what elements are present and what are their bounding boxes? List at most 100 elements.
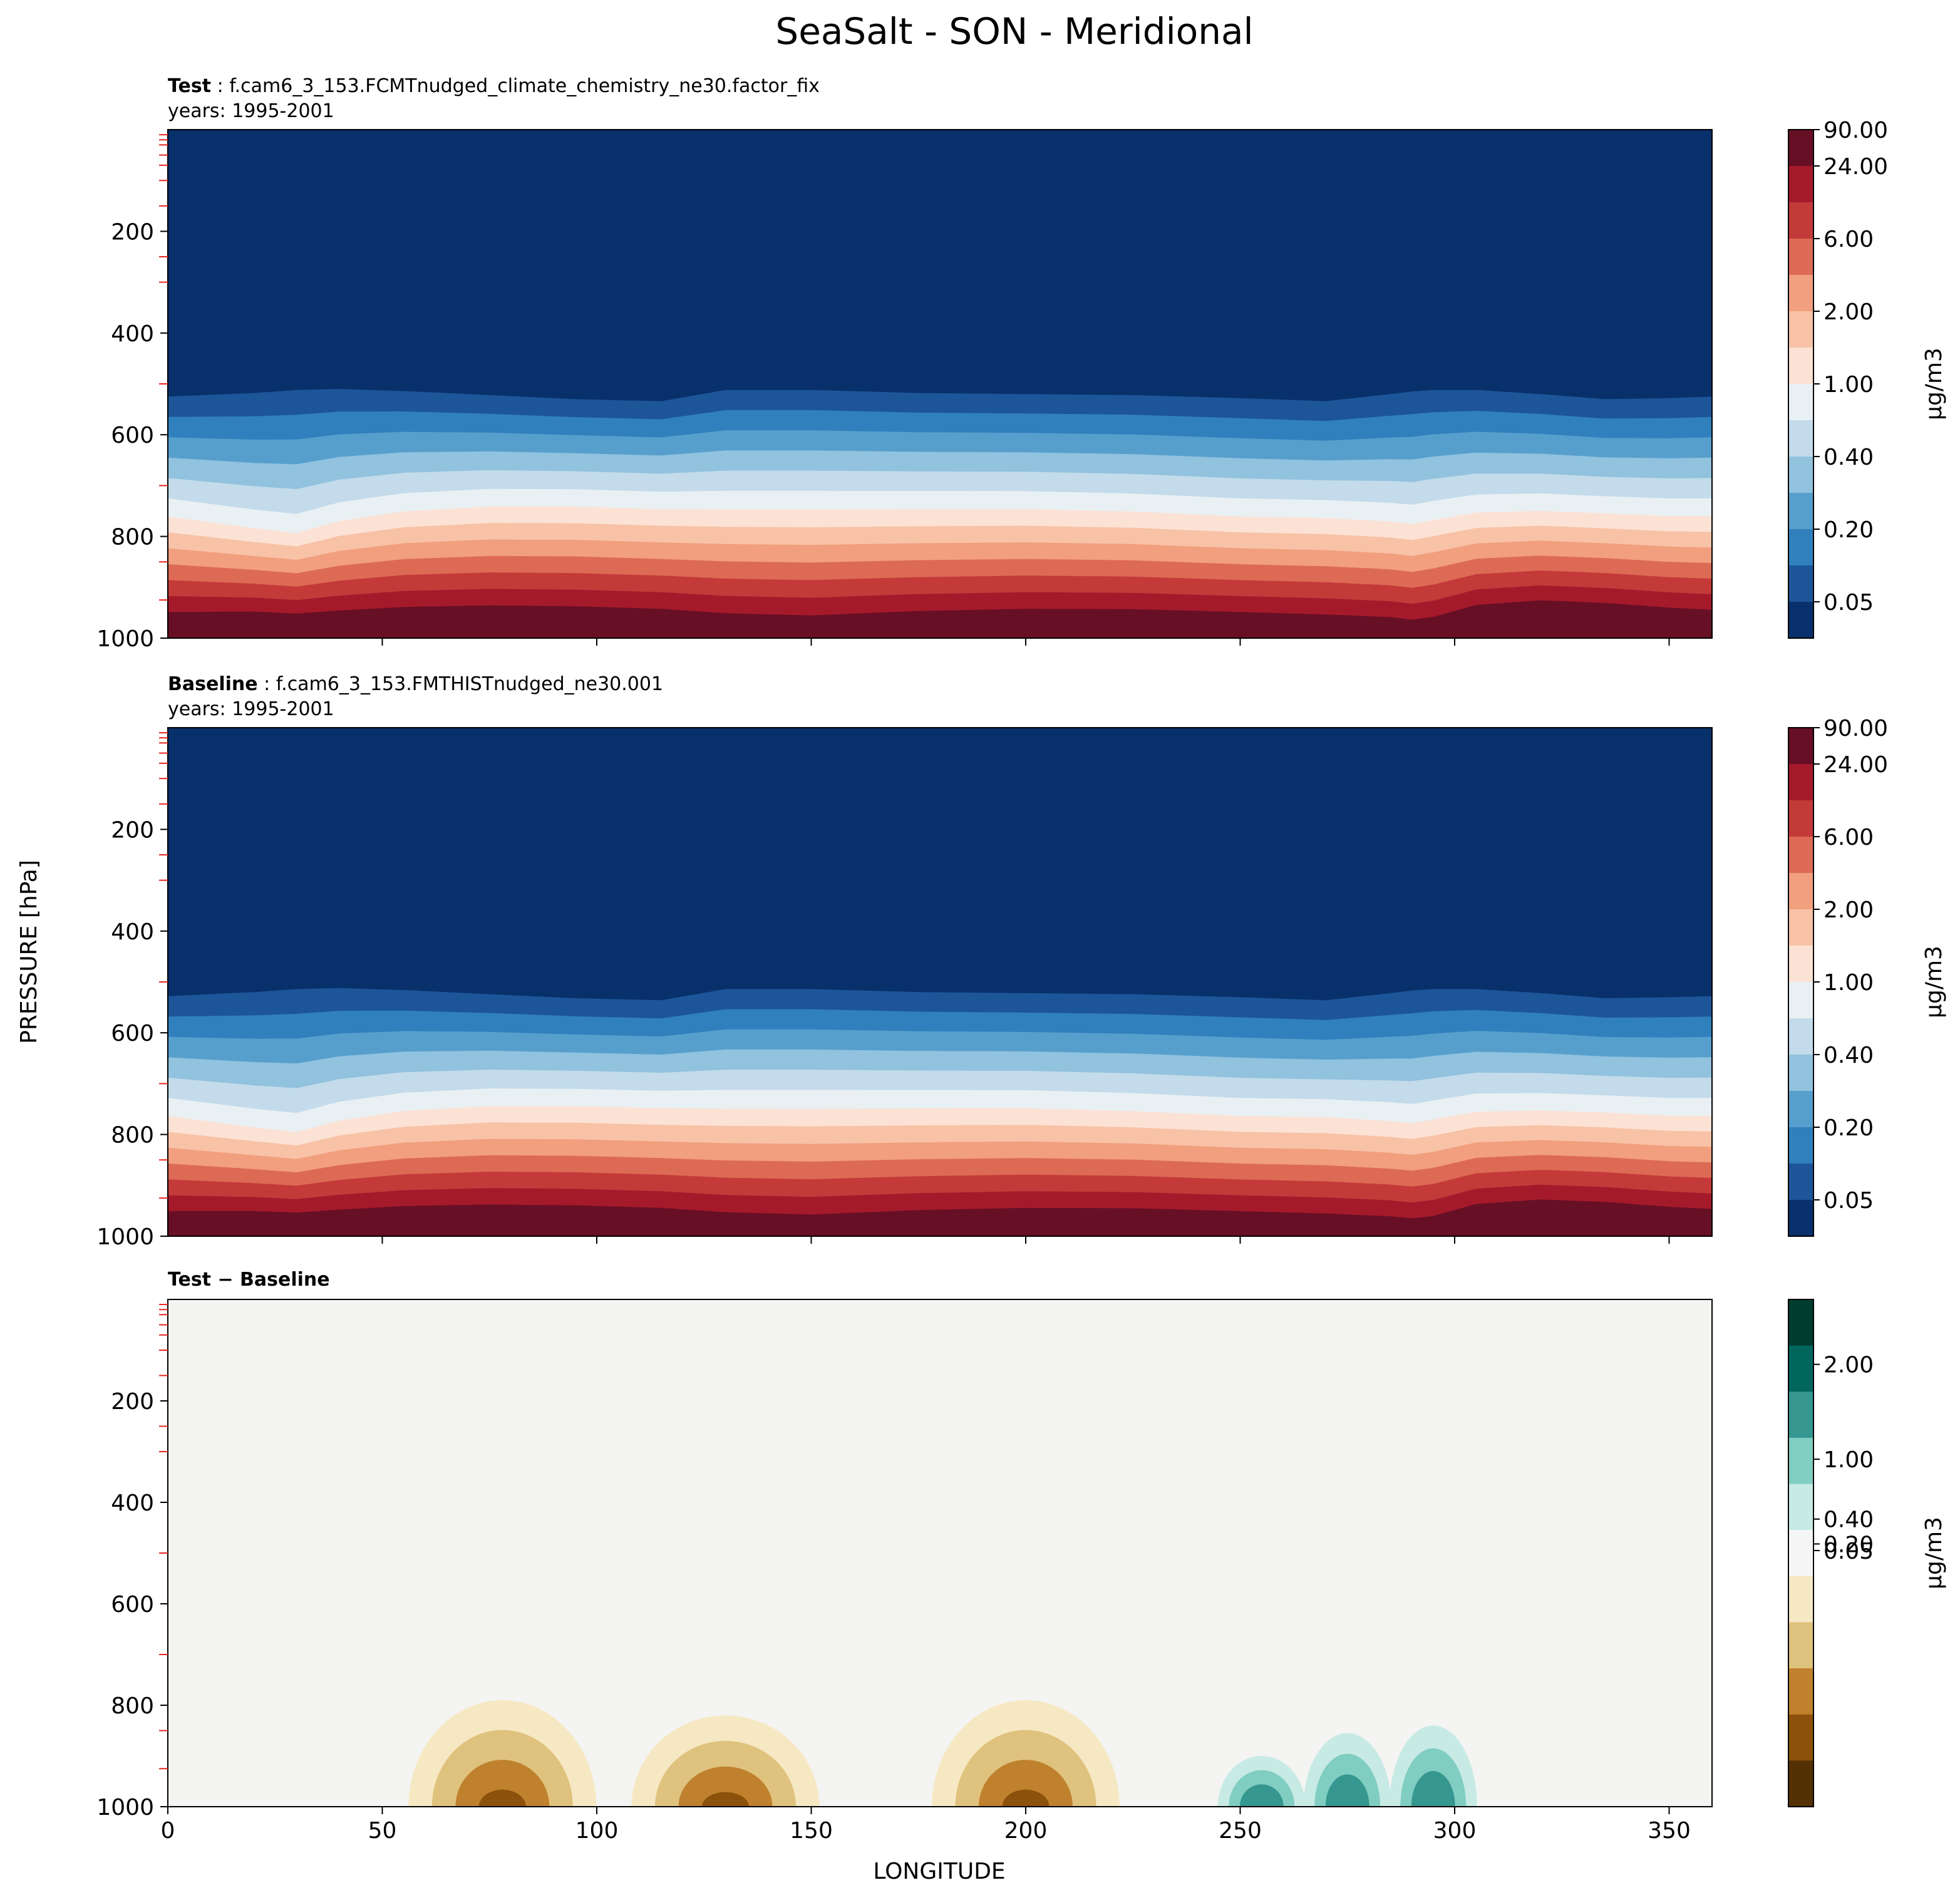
- colorbar-segment: [1788, 1018, 1813, 1055]
- colorbar-segment: [1788, 909, 1813, 946]
- colorbar-segment: [1788, 1345, 1813, 1392]
- diff-blob-1-3: [702, 1792, 749, 1807]
- colorbar-tick-label: 0.40: [1823, 1043, 1874, 1068]
- colorbar-segment: [1788, 982, 1813, 1019]
- diff-blob-2-2: [979, 1760, 1073, 1807]
- colorbar-tick-label: 24.00: [1823, 154, 1888, 180]
- panel-title-bold: Baseline: [168, 673, 258, 695]
- colorbar-segment: [1788, 529, 1813, 566]
- contour-band-13: [168, 600, 1712, 638]
- y-tick-label: 400: [111, 321, 154, 347]
- x-tick-label: 50: [368, 1818, 397, 1844]
- diff-blob-0-2: [455, 1760, 550, 1807]
- plot-area-test: [168, 130, 1712, 638]
- y-tick-label: 400: [111, 919, 154, 945]
- diff-blob-4-2: [1325, 1774, 1369, 1807]
- colorbar-tick-label: 1.00: [1823, 372, 1874, 398]
- colorbar-segment: [1788, 1714, 1813, 1761]
- colorbar-segment: [1788, 493, 1813, 530]
- colorbar-segment: [1788, 457, 1813, 493]
- figure-title: SeaSalt - SON - Meridional: [775, 10, 1253, 53]
- colorbar-segment: [1788, 1164, 1813, 1200]
- colorbar-tick-label: 90.00: [1823, 118, 1888, 143]
- colorbar-tick-label: 2.00: [1823, 1353, 1874, 1378]
- colorbar-segment: [1788, 130, 1813, 167]
- x-tick-label: 200: [1004, 1818, 1048, 1844]
- colorbar-segment: [1788, 384, 1813, 421]
- colorbar-segment: [1788, 311, 1813, 348]
- colorbar-segment: [1788, 1622, 1813, 1669]
- panel-title-bold: Test − Baseline: [168, 1269, 330, 1291]
- colorbar: 0.05 0.20 0.40 1.00 2.00 6.00 24.00 90.00 μg/m3: [1788, 716, 1947, 1237]
- diff-blob-1-2: [678, 1766, 773, 1807]
- y-tick-label: 200: [111, 1389, 154, 1415]
- field-background: [168, 1299, 1712, 1807]
- colorbar-tick-label: 1.00: [1823, 1447, 1874, 1473]
- y-tick-label: 600: [111, 423, 154, 448]
- x-tick-label: 150: [790, 1818, 833, 1844]
- colorbar-tick-label: 2.00: [1823, 897, 1874, 923]
- plot-area-baseline: [168, 728, 1712, 1236]
- diff-blob-2-3: [1002, 1789, 1050, 1807]
- colorbar-label: μg/m3: [1921, 1517, 1947, 1589]
- colorbar-segment: [1788, 728, 1813, 765]
- colorbar-tick-label: 0.20: [1823, 1532, 1874, 1557]
- colorbar-tick-label: 0.40: [1823, 1507, 1874, 1533]
- y-tick-label: 1000: [96, 626, 154, 652]
- colorbar-tick-label: 0.05: [1823, 1539, 1874, 1564]
- colorbar-segment: [1788, 420, 1813, 457]
- colorbar-tick-label: 0.05: [1823, 1188, 1874, 1214]
- x-tick-label: 0: [161, 1818, 175, 1844]
- y-tick-label: 200: [111, 817, 154, 843]
- colorbar: 0.050.200.40 1.00 2.00 μg/m3: [1788, 1299, 1947, 1807]
- colorbar: 0.05 0.20 0.40 1.00 2.00 6.00 24.00 90.00 μg/m3: [1788, 118, 1947, 639]
- y-tick-label: 400: [111, 1490, 154, 1516]
- colorbar-segment: [1788, 837, 1813, 874]
- y-tick-label: 800: [111, 1693, 154, 1719]
- colorbar-tick-label: 0.40: [1823, 445, 1874, 470]
- colorbar-segment: [1788, 764, 1813, 801]
- colorbar-tick-label: 6.00: [1823, 825, 1874, 850]
- colorbar-label: μg/m3: [1921, 348, 1947, 420]
- colorbar-segment: [1788, 1760, 1813, 1807]
- y-axis-label: PRESSURE [hPa]: [16, 860, 42, 1044]
- y-tick-label: 1000: [96, 1224, 154, 1250]
- colorbar-segment: [1788, 1437, 1813, 1485]
- colorbar-frame: [1788, 1299, 1814, 1807]
- colorbar-segment: [1788, 1391, 1813, 1438]
- diff-blob-5-2: [1411, 1770, 1455, 1807]
- y-tick-label: 600: [111, 1021, 154, 1046]
- colorbar-segment: [1788, 202, 1813, 239]
- colorbar-tick-label: 0.20: [1823, 1115, 1874, 1141]
- colorbar-segment: [1788, 1127, 1813, 1164]
- panel-subtitle: years: 1995-2001: [168, 100, 334, 122]
- panel-title: Baseline : f.cam6_3_153.FMTHISTnudged_ne…: [168, 673, 663, 695]
- y-tick-label: 800: [111, 1123, 154, 1149]
- colorbar-tick-label: 24.00: [1823, 752, 1888, 778]
- colorbar-segment: [1788, 1299, 1813, 1346]
- colorbar-segment: [1788, 1668, 1813, 1715]
- colorbar-segment: [1788, 565, 1813, 602]
- x-tick-label: 300: [1433, 1818, 1477, 1844]
- colorbar-segment: [1788, 602, 1813, 639]
- panel-title-rest: : f.cam6_3_153.FMTHISTnudged_ne30.001: [258, 673, 663, 695]
- colorbar-segment: [1788, 946, 1813, 983]
- y-tick-label: 600: [111, 1592, 154, 1618]
- x-tick-label: 350: [1648, 1818, 1691, 1844]
- colorbar-segment: [1788, 348, 1813, 385]
- panel-title: Test − Baseline: [168, 1269, 330, 1291]
- panel-title-rest: : f.cam6_3_153.FCMTnudged_climate_chemis…: [211, 75, 820, 97]
- colorbar-tick-label: 6.00: [1823, 227, 1874, 252]
- diff-blob-0-3: [478, 1789, 526, 1807]
- panel-difference: 200 400 600 800 1000 0 50 100 150 200 250 300 350 Tes…: [96, 1269, 1947, 1844]
- colorbar-segment: [1788, 1055, 1813, 1092]
- colorbar-label: μg/m3: [1921, 946, 1947, 1018]
- contour-band-13: [168, 1199, 1712, 1236]
- colorbar-tick-label: 0.20: [1823, 517, 1874, 543]
- colorbar-segment: [1788, 1091, 1813, 1128]
- panel-title: Test : f.cam6_3_153.FCMTnudged_climate_c…: [168, 75, 820, 97]
- colorbar-segment: [1788, 1530, 1813, 1577]
- colorbar-segment: [1788, 275, 1813, 312]
- colorbar-segment: [1788, 1484, 1813, 1531]
